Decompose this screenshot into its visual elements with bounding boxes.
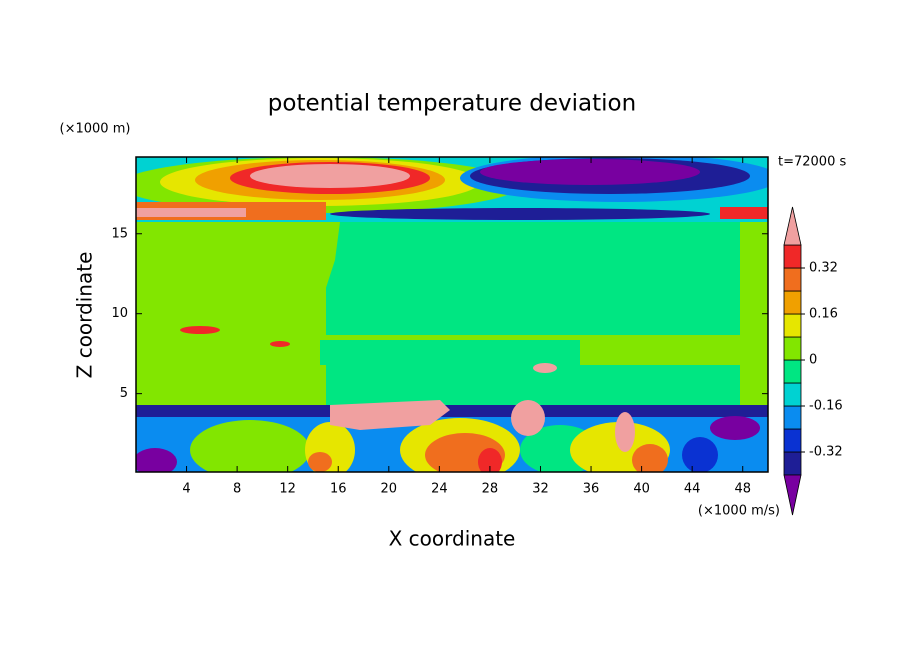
plot-frame bbox=[135, 156, 769, 473]
y-axis-title: Z coordinate bbox=[73, 252, 97, 379]
contour-region bbox=[270, 341, 290, 347]
contour-region bbox=[330, 400, 450, 430]
y-unit-label: (×1000 m) bbox=[60, 122, 131, 137]
colorbar-box bbox=[783, 405, 802, 430]
contour-region bbox=[136, 208, 246, 217]
x-tick-label: 8 bbox=[233, 482, 241, 497]
contour-region bbox=[480, 159, 700, 185]
x-tick-label: 20 bbox=[381, 482, 398, 497]
contour-region bbox=[740, 222, 768, 412]
contour-region bbox=[250, 164, 410, 188]
contour-region bbox=[615, 412, 635, 452]
contour-region bbox=[330, 208, 710, 220]
contour-region bbox=[136, 222, 326, 412]
contour-region bbox=[136, 448, 177, 472]
colorbar-tick-label: -0.32 bbox=[809, 445, 843, 460]
contour-region bbox=[320, 340, 580, 365]
contour-region bbox=[511, 400, 545, 436]
colorbar-extension bbox=[783, 206, 802, 246]
x-tick-label: 24 bbox=[431, 482, 448, 497]
contour-region bbox=[478, 448, 502, 472]
time-label: t=72000 s bbox=[778, 155, 846, 170]
contour-field bbox=[136, 157, 768, 472]
chart-title: potential temperature deviation bbox=[268, 91, 636, 117]
colorbar-tick-label: -0.16 bbox=[809, 399, 843, 414]
contour-region bbox=[136, 405, 768, 417]
contour-region bbox=[533, 363, 557, 373]
contour-region bbox=[632, 444, 668, 472]
contour-region bbox=[710, 416, 760, 440]
x-tick-label: 48 bbox=[734, 482, 751, 497]
y-tick-label: 10 bbox=[111, 306, 128, 321]
x-tick-label: 40 bbox=[633, 482, 650, 497]
x-tick-label: 28 bbox=[482, 482, 499, 497]
contour-region bbox=[300, 222, 340, 330]
colorbar-box bbox=[783, 290, 802, 315]
y-tick-label: 15 bbox=[111, 226, 128, 241]
colorbar-box bbox=[783, 428, 802, 453]
contour-region bbox=[308, 452, 332, 472]
x-tick-label: 32 bbox=[532, 482, 549, 497]
colorbar-box bbox=[783, 267, 802, 292]
colorbar-tick-label: 0.32 bbox=[809, 261, 838, 276]
colorbar-box bbox=[783, 313, 802, 338]
x-tick-label: 36 bbox=[583, 482, 600, 497]
colorbar-tick-label: 0.16 bbox=[809, 307, 838, 322]
x-tick-label: 16 bbox=[330, 482, 347, 497]
colorbar-box bbox=[783, 359, 802, 384]
contour-region bbox=[682, 437, 718, 472]
contour-region bbox=[190, 420, 310, 472]
x-tick-label: 4 bbox=[182, 482, 190, 497]
y-tick-label: 5 bbox=[120, 386, 128, 401]
x-tick-label: 12 bbox=[279, 482, 296, 497]
colorbar-box bbox=[783, 382, 802, 407]
contour-region bbox=[720, 207, 768, 219]
colorbar-box bbox=[783, 336, 802, 361]
x-tick-label: 44 bbox=[684, 482, 701, 497]
colorbar-box bbox=[783, 451, 802, 476]
colorbar-box bbox=[783, 244, 802, 269]
x-unit-label: (×1000 m/s) bbox=[698, 504, 780, 519]
colorbar-extension bbox=[783, 474, 802, 516]
x-axis-title: X coordinate bbox=[389, 527, 516, 551]
contour-region bbox=[180, 326, 220, 334]
colorbar-tick-label: 0 bbox=[809, 353, 817, 368]
